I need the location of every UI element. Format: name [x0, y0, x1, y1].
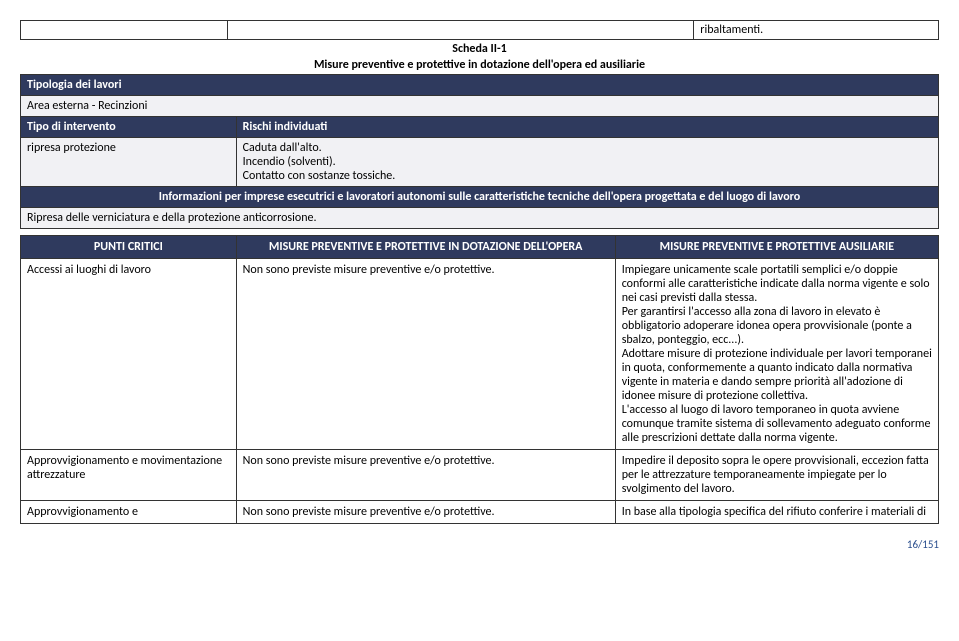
punti-table: PUNTI CRITICI MISURE PREVENTIVE E PROTET…: [20, 235, 939, 524]
top-empty-table: ribaltamenti.: [20, 20, 939, 40]
rischi-text: Caduta dall'alto. Incendio (solventi). C…: [236, 138, 938, 187]
punti-h1: PUNTI CRITICI: [21, 236, 237, 259]
ripresa-protezione: ripresa protezione: [21, 138, 237, 187]
r2c1: Approvvigionamento e movimentazione attr…: [21, 450, 237, 501]
r3c1: Approvvigionamento e: [21, 501, 237, 524]
page-number: 16/151: [20, 538, 939, 551]
r3c3: In base alla tipologia specifica del rif…: [615, 501, 938, 524]
rischi-header: Rischi individuati: [236, 117, 938, 138]
sheet-subtitle: Misure preventive e protettive in dotazi…: [20, 58, 939, 72]
punti-h2: MISURE PREVENTIVE E PROTETTIVE IN DOTAZI…: [236, 236, 615, 259]
top-cell-ribal: ribaltamenti.: [694, 21, 939, 40]
ripresa-verniciatura: Ripresa delle verniciatura e della prote…: [21, 208, 939, 229]
main-table: Tipologia dei lavori Area esterna - Reci…: [20, 74, 939, 229]
tipologia-header: Tipologia dei lavori: [21, 75, 939, 96]
sheet-title: Scheda II-1: [20, 42, 939, 56]
punti-h3: MISURE PREVENTIVE E PROTETTIVE AUSILIARI…: [615, 236, 938, 259]
tipo-intervento-header: Tipo di intervento: [21, 117, 237, 138]
r3c2: Non sono previste misure preventive e/o …: [236, 501, 615, 524]
r2c3: Impedire il deposito sopra le opere prov…: [615, 450, 938, 501]
r1c1: Accessi ai luoghi di lavoro: [21, 259, 237, 450]
top-cell-1: [21, 21, 228, 40]
area-esterna: Area esterna - Recinzioni: [21, 96, 939, 117]
r2c2: Non sono previste misure preventive e/o …: [236, 450, 615, 501]
r1c3: Impiegare unicamente scale portatili sem…: [615, 259, 938, 450]
info-imprese: Informazioni per imprese esecutrici e la…: [21, 187, 939, 208]
r1c2: Non sono previste misure preventive e/o …: [236, 259, 615, 450]
top-cell-2: [227, 21, 694, 40]
